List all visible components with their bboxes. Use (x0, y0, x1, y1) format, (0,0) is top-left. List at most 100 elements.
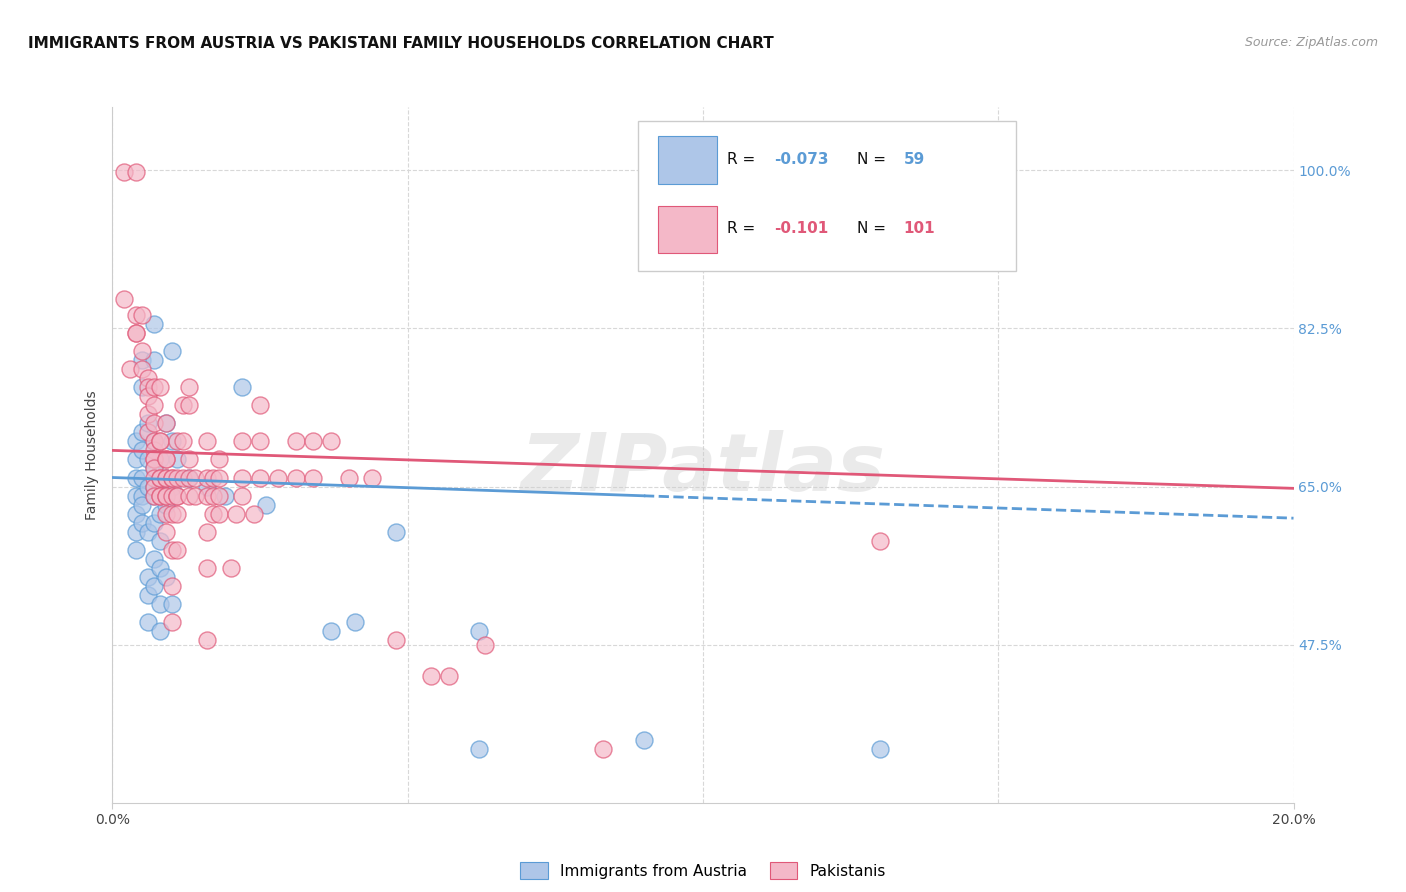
Point (149, 489, 172, 503)
Text: -0.073: -0.073 (773, 152, 828, 167)
Point (179, 398, 201, 412)
Text: IMMIGRANTS FROM AUSTRIA VS PAKISTANI FAMILY HOUSEHOLDS CORRELATION CHART: IMMIGRANTS FROM AUSTRIA VS PAKISTANI FAM… (28, 36, 773, 51)
Point (142, 417, 165, 431)
Point (131, 308, 153, 322)
Text: 59: 59 (904, 152, 925, 167)
Point (125, 434, 148, 449)
Point (136, 425, 159, 440)
Point (131, 443, 153, 458)
Point (195, 470, 218, 484)
Point (343, 615, 366, 629)
Point (284, 470, 307, 484)
Point (142, 461, 165, 475)
FancyBboxPatch shape (658, 136, 717, 184)
Point (184, 470, 207, 484)
Point (179, 470, 201, 484)
Point (166, 452, 188, 467)
Point (201, 507, 224, 521)
Text: -0.101: -0.101 (773, 221, 828, 236)
Point (385, 633, 408, 648)
Point (155, 507, 177, 521)
Point (155, 470, 177, 484)
Point (195, 524, 218, 539)
Text: R =: R = (727, 152, 759, 167)
Point (160, 489, 183, 503)
Point (155, 489, 177, 503)
Point (125, 489, 148, 503)
Point (149, 597, 172, 611)
Point (155, 417, 177, 431)
Point (125, 165, 148, 179)
Point (149, 489, 172, 503)
Point (142, 489, 165, 503)
Point (385, 524, 408, 539)
Point (136, 452, 159, 467)
Point (166, 542, 188, 557)
Point (337, 470, 360, 484)
Text: ZIPatlas: ZIPatlas (520, 430, 886, 508)
Point (142, 398, 165, 412)
Point (131, 425, 153, 440)
Point (160, 434, 183, 449)
Point (136, 524, 159, 539)
Point (155, 524, 177, 539)
Point (131, 516, 153, 530)
Point (208, 452, 231, 467)
Point (179, 380, 201, 394)
Point (125, 308, 148, 322)
Point (195, 633, 218, 648)
Point (142, 551, 165, 566)
Point (361, 470, 384, 484)
Point (142, 516, 165, 530)
Point (172, 398, 194, 412)
Point (125, 326, 148, 340)
Point (131, 362, 153, 376)
Point (155, 570, 177, 584)
Point (125, 452, 148, 467)
Point (172, 470, 194, 484)
Point (160, 615, 183, 629)
Point (149, 533, 172, 548)
Point (592, 741, 614, 756)
Point (231, 470, 253, 484)
Point (149, 380, 172, 394)
Point (208, 489, 231, 503)
Text: N =: N = (856, 221, 890, 236)
Point (149, 470, 172, 484)
Point (112, 292, 135, 306)
Point (155, 470, 177, 484)
Point (131, 489, 153, 503)
Point (254, 498, 277, 512)
Point (125, 507, 148, 521)
Point (149, 479, 172, 493)
Point (149, 434, 172, 449)
Point (142, 470, 165, 484)
Point (131, 380, 153, 394)
Point (467, 741, 489, 756)
Point (195, 489, 218, 503)
Point (160, 579, 183, 593)
Point (142, 434, 165, 449)
Point (214, 489, 236, 503)
Text: N =: N = (856, 152, 890, 167)
Point (160, 470, 183, 484)
Point (142, 452, 165, 467)
Point (160, 344, 183, 359)
Point (160, 542, 183, 557)
Point (149, 624, 172, 639)
Point (243, 507, 266, 521)
Point (149, 470, 172, 484)
Point (142, 479, 165, 493)
Point (125, 326, 148, 340)
Point (149, 434, 172, 449)
Point (142, 461, 165, 475)
Point (142, 452, 165, 467)
Point (155, 452, 177, 467)
Point (249, 470, 271, 484)
Point (112, 165, 135, 179)
Point (136, 407, 159, 421)
Point (136, 380, 159, 394)
Point (231, 380, 253, 394)
Point (420, 669, 443, 683)
Point (142, 443, 165, 458)
